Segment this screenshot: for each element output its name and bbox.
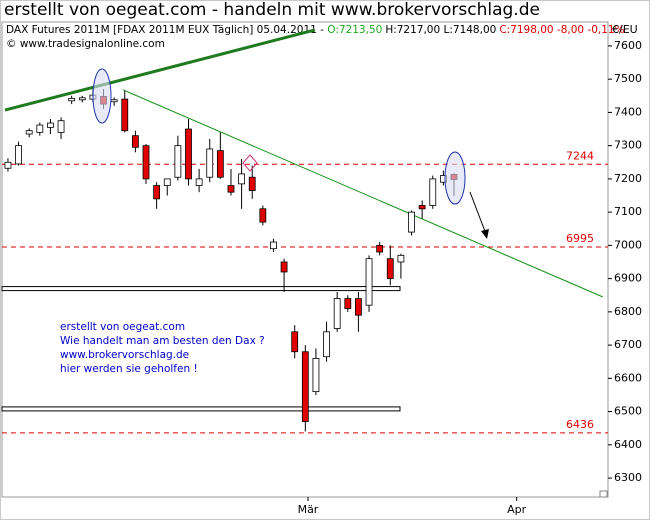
candle-body: [206, 148, 214, 178]
annotation: Wie handelt man am besten den Dax ?: [60, 335, 265, 347]
level-label: 7244: [566, 149, 594, 162]
arrow: [469, 191, 487, 235]
level-label: 6436: [566, 418, 594, 431]
highlight-ellipse: [444, 151, 466, 205]
candle-body: [429, 178, 437, 206]
candle-body: [131, 135, 139, 148]
candle-body: [259, 208, 267, 223]
candle-body: [280, 261, 288, 273]
chart-title: erstellt von oegeat.com - handeln mit ww…: [4, 0, 540, 20]
candle-body: [291, 331, 299, 353]
y-tick-label: 6400: [614, 438, 642, 451]
y-tick-label: 7600: [614, 39, 642, 52]
candle-body: [333, 298, 341, 329]
trendline: [122, 89, 603, 298]
y-tick-label: 7100: [614, 205, 642, 218]
candle-body: [216, 150, 224, 178]
y-tick-label: 7200: [614, 172, 642, 185]
arrow-head: [481, 229, 489, 239]
currency-label: €/EU: [612, 23, 638, 36]
candle-body: [121, 98, 129, 132]
annotation: hier werden sie geholfen !: [60, 363, 198, 375]
level-box: [1, 286, 401, 292]
highlight-ellipse: [92, 68, 112, 124]
candle-body: [153, 185, 161, 200]
scroll-box: [599, 490, 608, 498]
header-instrument: DAX Futures 2011M [FDAX 2011M EUX Täglic…: [6, 24, 327, 36]
candle-body: [227, 185, 235, 193]
y-tick-label: 6800: [614, 305, 642, 318]
header-high-low: H:7217,00 L:7148,00: [385, 24, 496, 36]
candle-body: [163, 178, 171, 186]
candle-body: [270, 241, 277, 250]
candle-body: [78, 97, 86, 101]
candle-body: [185, 128, 192, 180]
y-tick-label: 6300: [614, 471, 642, 484]
y-tick-label: 6500: [614, 405, 642, 418]
candle-body: [195, 178, 203, 186]
y-tick-label: 7400: [614, 105, 642, 118]
candle-body: [57, 120, 65, 133]
candle-body: [323, 331, 330, 358]
candle-body: [397, 254, 405, 263]
level-label: 6995: [566, 232, 594, 245]
diamond-marker: [242, 154, 258, 172]
candle-body: [36, 124, 44, 133]
annotation: www.brokervorschlag.de: [60, 349, 189, 361]
candle-body: [15, 145, 22, 165]
candle-body: [418, 205, 426, 210]
candle-body: [312, 357, 320, 393]
y-tick-label: 7500: [614, 72, 642, 85]
candle-body: [142, 145, 150, 180]
candle-body: [4, 161, 12, 169]
candle-body: [376, 244, 384, 253]
candle-body: [174, 145, 182, 178]
y-tick-label: 7000: [614, 238, 642, 251]
candle-body: [355, 298, 362, 316]
header: DAX Futures 2011M [FDAX 2011M EUX Täglic…: [6, 24, 625, 36]
header-open: O:7213,50: [327, 24, 382, 36]
candle-body: [25, 130, 33, 135]
candle-body: [238, 173, 245, 185]
y-tick-label: 6600: [614, 371, 642, 384]
y-tick-label: 6900: [614, 272, 642, 285]
candle-body: [365, 258, 373, 306]
header-close: C:7198,00 -8,00 -0,11%: [499, 24, 624, 36]
x-tick-label: Apr: [507, 503, 527, 516]
x-tick-label: Mär: [298, 503, 319, 516]
candle-body: [248, 176, 256, 191]
copyright: © www.tradesignalonline.com: [6, 38, 165, 50]
candle-body: [301, 351, 309, 422]
y-tick-label: 6700: [614, 338, 642, 351]
candle-body: [408, 211, 415, 233]
annotation: erstellt von oegeat.com: [60, 321, 185, 333]
trendline: [4, 28, 316, 112]
candle-body: [68, 98, 76, 102]
candle-body: [110, 99, 118, 103]
candle-body: [344, 298, 352, 309]
y-tick-label: 7300: [614, 139, 642, 152]
candle-body: [386, 258, 394, 280]
candle-body: [47, 122, 54, 128]
level-box: [1, 406, 401, 412]
